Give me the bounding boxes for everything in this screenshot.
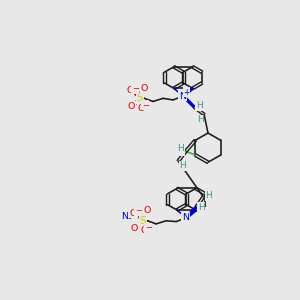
Text: Cl: Cl bbox=[175, 146, 184, 155]
Text: −: − bbox=[135, 206, 142, 215]
Text: H: H bbox=[197, 116, 204, 124]
Text: H: H bbox=[206, 191, 212, 200]
Text: S: S bbox=[140, 216, 146, 226]
Text: S: S bbox=[136, 93, 143, 103]
Text: N: N bbox=[179, 92, 186, 100]
Text: O: O bbox=[141, 84, 148, 93]
Text: −: − bbox=[142, 101, 149, 110]
Text: O: O bbox=[131, 224, 138, 233]
Text: N: N bbox=[182, 213, 189, 222]
Text: H: H bbox=[179, 161, 186, 170]
Text: H: H bbox=[177, 144, 184, 153]
Text: O: O bbox=[144, 206, 151, 215]
Text: H: H bbox=[196, 101, 203, 110]
Text: O: O bbox=[138, 104, 145, 113]
Text: O: O bbox=[129, 208, 136, 217]
Text: O: O bbox=[128, 102, 135, 111]
Text: Na: Na bbox=[121, 212, 134, 221]
Text: O: O bbox=[126, 86, 134, 95]
Text: O: O bbox=[141, 226, 148, 235]
Text: +: + bbox=[131, 209, 138, 218]
Text: +: + bbox=[183, 88, 190, 97]
Text: −: − bbox=[132, 84, 139, 93]
Text: H: H bbox=[198, 203, 204, 212]
Text: −: − bbox=[145, 223, 152, 232]
